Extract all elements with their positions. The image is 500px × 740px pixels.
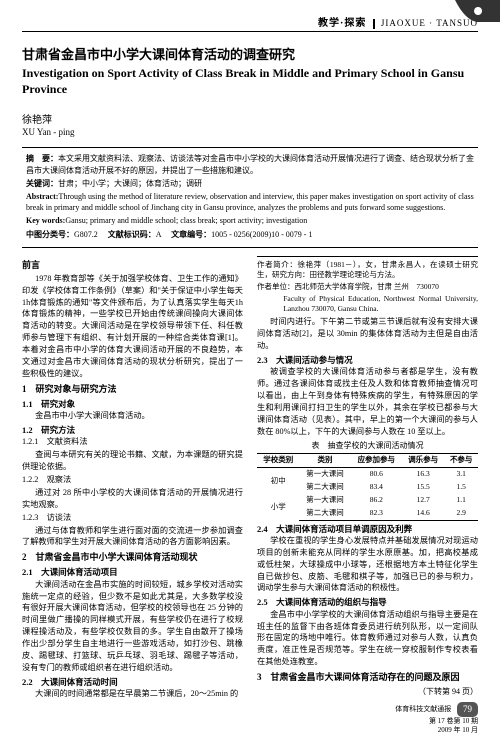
- section-cn: 教学·探索: [318, 18, 366, 29]
- preface-heading: 前言: [22, 259, 243, 272]
- s2-heading: 2 甘肃省金昌市中小学大课间体育活动现状: [22, 551, 243, 564]
- continued-note: （下转第 94 页）: [257, 686, 478, 698]
- clc-label: 中图分类号：: [26, 230, 74, 239]
- keywords-cn-label: 关键词：: [26, 179, 58, 188]
- cell: 第一大课间: [299, 468, 350, 481]
- s122-heading: 1.2.2 观察法: [22, 474, 243, 486]
- cell: 14.6: [402, 507, 444, 520]
- author-en: XU Yan - ping: [22, 127, 478, 137]
- journal-name: 体育科技文献通报: [395, 705, 451, 713]
- running-header: 教学·探索 JIAOXUE · TANSUO: [22, 14, 478, 32]
- th-1: 类别: [299, 454, 350, 468]
- s22-text-a: 大课间的时间通常都是在早晨第二节课后，20～25min 的: [22, 688, 243, 700]
- cell: 83.4: [351, 481, 402, 494]
- s21-heading: 2.1 大课间体育活动项目: [22, 566, 243, 578]
- s122-text: 通过对 28 所中小学校的大课间体育活动的开展情况进行实地观察。: [22, 487, 243, 511]
- abstract-cn-text: 本文采用文献资料法、观察法、访谈法等对金昌市中小学校的大课间体育活动开展情况进行…: [26, 154, 474, 174]
- abstract-en-text: Through using the method of literature r…: [26, 192, 474, 212]
- cell: 12.7: [402, 494, 444, 507]
- author-bio: 作者简介：徐艳萍（1981－），女，甘肃永昌人，在读硕士研究生，研究方向：田径教…: [257, 256, 478, 315]
- art-no-label: 文章编号：: [171, 230, 211, 239]
- cell: 2.9: [444, 507, 478, 520]
- keywords-en-text: Gansu; primary and middle school; class …: [65, 216, 307, 225]
- s25-text: 金昌市中小学学校的大课间体育活动组织与指导主要是在班主任的监督下由各班体育委员进…: [257, 609, 478, 668]
- keywords-en-label: Key words:: [26, 216, 65, 225]
- s3-heading: 3 甘肃省金昌市大课间体育活动存在的问题及原因: [257, 671, 478, 684]
- issue-info: 第 17 卷第 10 期: [429, 717, 478, 725]
- bio-unit-cn: 西北师范大学体育学院，甘肃 兰州 730070: [295, 282, 439, 291]
- table-row: 初中 第一大课间 80.6 16.3 3.1: [257, 468, 478, 481]
- s1-heading: 1 研究对象与研究方法: [22, 383, 243, 396]
- s11-heading: 1.1 研究对象: [22, 398, 243, 410]
- s12-heading: 1.2 研究方法: [22, 424, 243, 436]
- table-caption: 表 抽查学校的大课间活动情况: [257, 440, 478, 452]
- author-cn: 徐艳萍: [22, 111, 478, 126]
- th-0: 学校类别: [257, 454, 299, 468]
- s22-heading: 2.2 大课间体育活动时间: [22, 676, 243, 688]
- divider-icon: [373, 19, 375, 29]
- abstract-cn-label: 摘 要：: [26, 154, 58, 163]
- s21-text: 大课间活动在金昌市实施的时间较短，城乡学校对活动实施统一定点的经验，但少数不是如…: [22, 579, 243, 674]
- s123-heading: 1.2.3 访谈法: [22, 512, 243, 524]
- bio-unit-label: 作者单位：: [257, 282, 295, 291]
- corner-decor-icon: [455, 0, 500, 22]
- preface-text: 1978 年教育部等《关于加强学校体育、卫生工作的通知》印发《学校体育工作条例》…: [22, 273, 243, 380]
- keywords-cn-text: 甘肃；中小学；大课间；体育活动；调研: [58, 179, 202, 188]
- bio-unit-en: Faculty of Physical Education, Northwest…: [257, 294, 478, 314]
- doc-code: A: [156, 230, 161, 239]
- cell: 小学: [257, 494, 299, 520]
- s123-text: 通过与体育教师和学生进行面对面的交流进一步参加调查了解教师和学生对开展大课间体育…: [22, 525, 243, 549]
- cell: 3.1: [444, 468, 478, 481]
- table-row: 小学 第一大课间 86.2 12.7 1.1: [257, 494, 478, 507]
- th-4: 不参与: [444, 454, 478, 468]
- s11-text: 金昌市中小学大课间体育活动。: [22, 410, 243, 422]
- cell: 第二大课间: [299, 481, 350, 494]
- body-columns: 前言 1978 年教育部等《关于加强学校体育、卫生工作的通知》印发《学校体育工作…: [22, 256, 478, 702]
- cell: 82.3: [351, 507, 402, 520]
- page-number-badge: 79: [457, 702, 478, 717]
- cell: 16.3: [402, 468, 444, 481]
- s22-text-b: 时间内进行。下午第二节或第三节课后就有没有安排大课间体育活动[2]，是以 30m…: [257, 316, 478, 352]
- s121-text: 查阅与本研究有关的理论书籍、文献，为本课题的研究提供理论依据。: [22, 449, 243, 473]
- cell: 80.6: [351, 468, 402, 481]
- abstract-en-label: Abstract:: [26, 192, 58, 201]
- cell: 第一大课间: [299, 494, 350, 507]
- s23-text: 被调查学校的大课间体育活动参与者都是学生，没有教师。通过各课间体育或找主任及人数…: [257, 366, 478, 437]
- participation-table: 学校类别 类别 应参加参与 调乐参与 不参与 初中 第一大课间 80.6 16.…: [257, 453, 478, 520]
- cell: 15.5: [402, 481, 444, 494]
- s23-heading: 2.3 大课间活动参与情况: [257, 354, 478, 366]
- doc-code-label: 文献标识码：: [108, 230, 156, 239]
- clc: G807.2: [74, 230, 98, 239]
- page-footer: 体育科技文献通报 79 第 17 卷第 10 期 2009 年 10 月: [395, 702, 478, 734]
- s24-text: 学校在重视的学生身心发展特点并基础发展情况对现运动项目的创新未能充从同样的学生水…: [257, 535, 478, 594]
- cell: 1.1: [444, 494, 478, 507]
- th-3: 调乐参与: [402, 454, 444, 468]
- s121-heading: 1.2.1 文献资料法: [22, 436, 243, 448]
- pub-date: 2009 年 10 月: [438, 726, 478, 734]
- cell: 初中: [257, 468, 299, 494]
- title-en: Investigation on Sport Activity of Class…: [22, 65, 478, 97]
- title-cn: 甘肃省金昌市中小学大课间体育活动的调查研究: [22, 44, 478, 63]
- s24-heading: 2.4 大课间体育活动项目单调原因及利弊: [257, 523, 478, 535]
- bio-author-label: 作者简介：: [257, 260, 297, 269]
- s25-heading: 2.5 大课间体育活动的组织与指导: [257, 596, 478, 608]
- cell: 1.5: [444, 481, 478, 494]
- cell: 第二大课间: [299, 507, 350, 520]
- th-2: 应参加参与: [351, 454, 402, 468]
- abstract-box: 摘 要：本文采用文献资料法、观察法、访谈法等对金昌市中小学校的大课间体育活动开展…: [22, 147, 478, 247]
- cell: 86.2: [351, 494, 402, 507]
- art-no: 1005 - 0256(2009)10 - 0079 - 1: [211, 230, 312, 239]
